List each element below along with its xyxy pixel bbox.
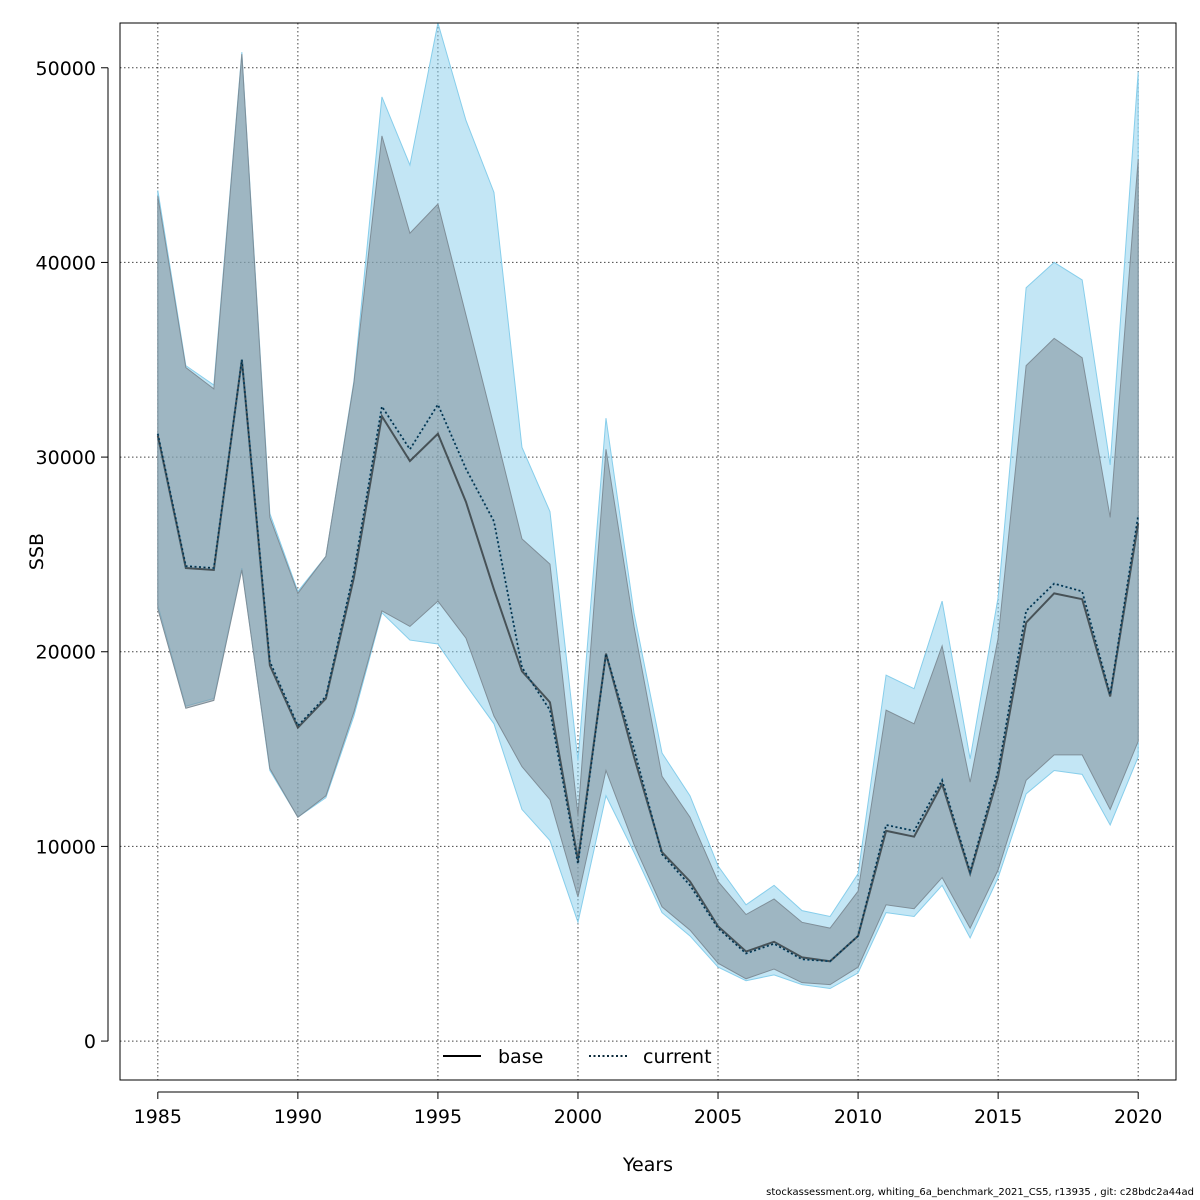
y-tick-label: 10000 (36, 836, 96, 858)
line-current-overlay (157, 359, 1139, 962)
x-axis-label: Years (622, 1154, 673, 1176)
plot-frame (119, 22, 1177, 1081)
footer-credit: stockassessment.org, whiting_6a_benchmar… (766, 1187, 1194, 1198)
y-tick-label: 20000 (36, 642, 96, 664)
line-base (156, 359, 1140, 963)
confidence-bands (157, 22, 1139, 990)
x-tick-label: 2015 (974, 1106, 1022, 1128)
y-axis-label: SSB (26, 533, 48, 570)
axes: 1985 1990 1995 2000 2005 2010 2015 2020 0 10000 20… (36, 58, 1163, 1128)
x-tick-label: 2005 (694, 1106, 742, 1128)
x-tick-label: 2010 (834, 1106, 882, 1128)
band-base (157, 54, 1139, 986)
legend: base current (443, 1046, 712, 1068)
x-tick-label: 1985 (134, 1106, 182, 1128)
series-lines (156, 359, 1140, 963)
y-tick-label: 0 (84, 1031, 96, 1053)
y-tick-label: 40000 (36, 252, 96, 274)
y-tick-label: 50000 (36, 58, 96, 80)
x-tick-label: 1995 (414, 1106, 462, 1128)
legend-label-base: base (498, 1046, 543, 1068)
legend-label-current: current (643, 1046, 712, 1068)
x-tick-label: 2020 (1114, 1106, 1162, 1128)
x-tick-label: 1990 (274, 1106, 322, 1128)
y-tick-label: 30000 (36, 447, 96, 469)
x-tick-label: 2000 (554, 1106, 602, 1128)
